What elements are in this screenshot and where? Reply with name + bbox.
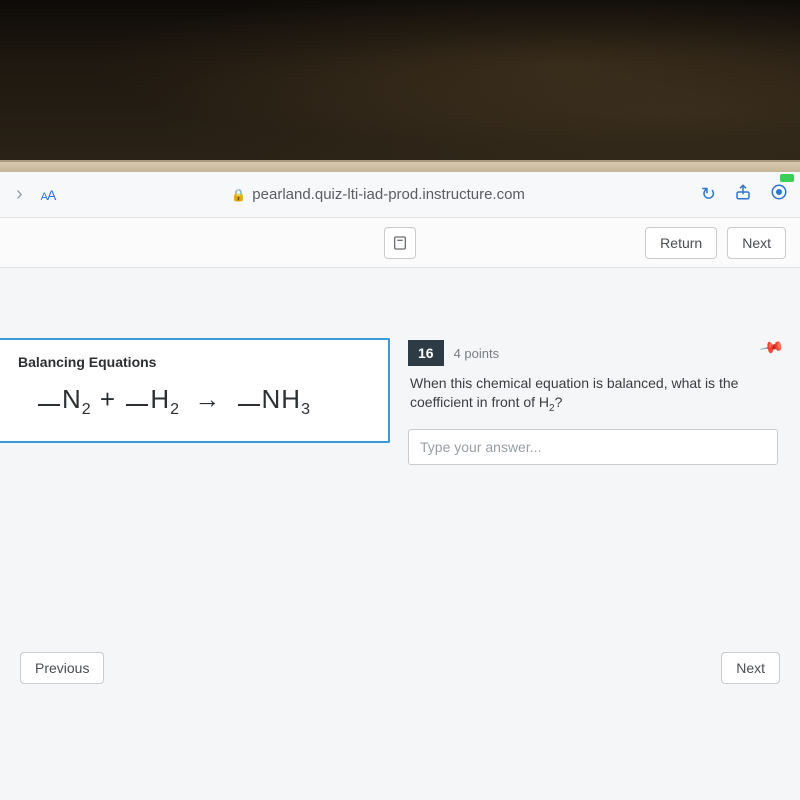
- blank-coefficient: [238, 404, 260, 406]
- chemical-equation: N2 + H2 → NH3: [18, 384, 370, 419]
- tabs-icon[interactable]: [770, 183, 788, 206]
- url-text: pearland.quiz-lti-iad-prod.instructure.c…: [252, 186, 525, 203]
- question-points: 4 points: [454, 346, 500, 361]
- question-text: When this chemical equation is balanced,…: [408, 374, 778, 415]
- return-button[interactable]: Return: [645, 227, 717, 259]
- photo-background: [0, 0, 800, 160]
- previous-button[interactable]: Previous: [20, 652, 104, 684]
- device-bezel: [0, 160, 800, 172]
- card-title: Balancing Equations: [18, 354, 370, 370]
- answer-input[interactable]: [408, 429, 778, 465]
- blank-coefficient: [38, 404, 60, 406]
- bottom-navigation: Previous Next: [0, 652, 800, 684]
- share-icon[interactable]: [734, 183, 752, 206]
- screen-area: › AA 🔒 pearland.quiz-lti-iad-prod.instru…: [0, 172, 800, 800]
- question-content: Balancing Equations N2 + H2 → NH3 📌 16 4…: [0, 268, 800, 465]
- blank-coefficient: [126, 404, 148, 406]
- text-size-button[interactable]: AA: [41, 187, 56, 203]
- lock-icon: 🔒: [231, 188, 246, 202]
- calculator-button[interactable]: [384, 227, 416, 259]
- question-number: 16: [408, 340, 444, 366]
- next-bottom-button[interactable]: Next: [721, 652, 780, 684]
- arrow-icon: →: [194, 384, 221, 415]
- forward-chevron-icon[interactable]: ›: [12, 183, 27, 206]
- question-header: 16 4 points: [408, 340, 778, 366]
- quiz-toolbar: Return Next: [0, 218, 800, 268]
- reload-icon[interactable]: ↻: [701, 184, 716, 205]
- next-top-button[interactable]: Next: [727, 227, 786, 259]
- question-panel: 📌 16 4 points When this chemical equatio…: [408, 338, 786, 465]
- equation-card: Balancing Equations N2 + H2 → NH3: [0, 338, 390, 443]
- status-indicator: [780, 174, 794, 182]
- browser-actions: ↻: [701, 183, 788, 206]
- browser-toolbar: › AA 🔒 pearland.quiz-lti-iad-prod.instru…: [0, 172, 800, 218]
- address-bar[interactable]: 🔒 pearland.quiz-lti-iad-prod.instructure…: [69, 186, 687, 203]
